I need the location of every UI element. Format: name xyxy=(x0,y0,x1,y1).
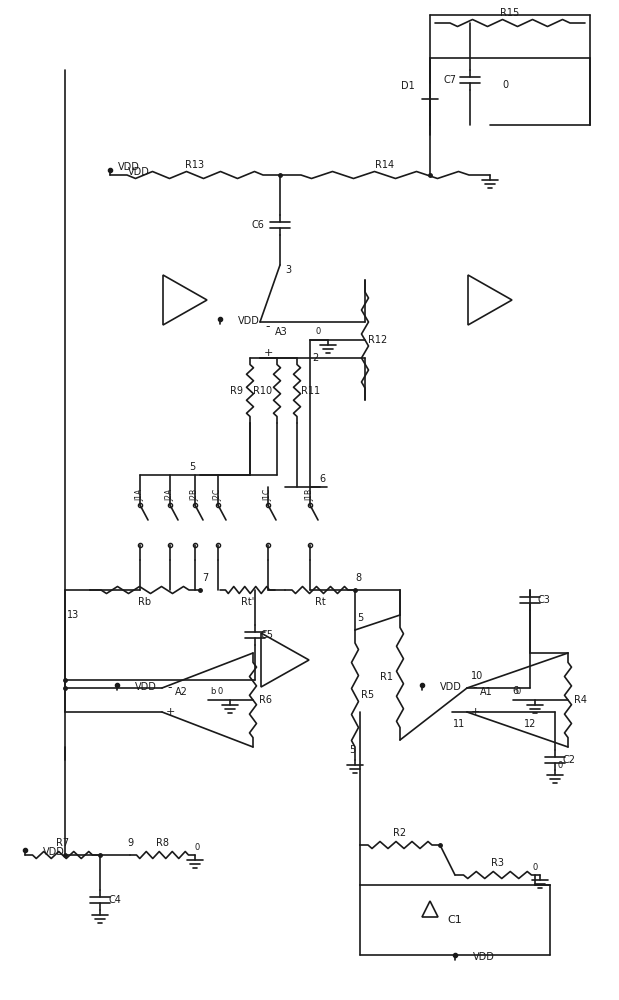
Text: D1: D1 xyxy=(401,81,415,91)
Text: 0: 0 xyxy=(315,326,321,336)
Text: b: b xyxy=(210,686,215,696)
Text: VDD: VDD xyxy=(43,847,65,857)
Text: 7: 7 xyxy=(202,573,208,583)
Text: C7: C7 xyxy=(443,75,456,85)
Text: C4: C4 xyxy=(108,895,121,905)
Text: 6: 6 xyxy=(319,474,325,484)
Text: Rt': Rt' xyxy=(241,597,254,607)
Text: VDD: VDD xyxy=(118,162,140,172)
Text: 0: 0 xyxy=(217,686,223,696)
Text: R6: R6 xyxy=(259,695,272,705)
Text: +: + xyxy=(165,707,175,717)
Text: Rb: Rb xyxy=(139,597,152,607)
Text: J2A: J2A xyxy=(165,489,175,501)
Text: R9: R9 xyxy=(230,385,243,395)
Text: 12: 12 xyxy=(524,719,536,729)
Text: 0: 0 xyxy=(557,760,563,770)
Text: R10: R10 xyxy=(253,385,272,395)
Text: 0: 0 xyxy=(502,80,508,90)
Text: 8: 8 xyxy=(355,573,361,583)
Text: 0: 0 xyxy=(532,862,538,871)
Text: 2: 2 xyxy=(312,353,318,363)
Text: -: - xyxy=(266,320,271,334)
Text: R1: R1 xyxy=(381,672,394,682)
Text: R5: R5 xyxy=(361,690,374,700)
Text: C5: C5 xyxy=(261,630,274,640)
Text: R13: R13 xyxy=(186,160,204,170)
Text: 5: 5 xyxy=(189,462,195,472)
Text: A3: A3 xyxy=(275,327,287,337)
Text: Rt: Rt xyxy=(314,597,326,607)
Text: C3: C3 xyxy=(537,595,550,605)
Text: 0: 0 xyxy=(516,686,521,696)
Text: 6: 6 xyxy=(512,686,518,696)
Text: VDD: VDD xyxy=(238,316,260,326)
Text: R3: R3 xyxy=(491,858,504,868)
Text: -: - xyxy=(168,682,172,694)
Text: C1: C1 xyxy=(448,915,462,925)
Text: C2: C2 xyxy=(563,755,576,765)
Text: R2: R2 xyxy=(394,828,407,838)
Text: J2B: J2B xyxy=(191,489,199,501)
Text: 0: 0 xyxy=(194,842,199,852)
Text: VDD: VDD xyxy=(440,682,462,692)
Text: 10: 10 xyxy=(471,671,483,681)
Text: R4: R4 xyxy=(574,695,587,705)
Text: R11: R11 xyxy=(301,385,321,395)
Text: A1: A1 xyxy=(480,687,492,697)
Text: J2C: J2C xyxy=(214,489,222,501)
Text: J1B: J1B xyxy=(306,489,314,501)
Text: +: + xyxy=(263,348,273,358)
Text: 5: 5 xyxy=(357,613,363,623)
Text: -: - xyxy=(473,682,477,694)
Text: VDD: VDD xyxy=(128,167,150,177)
Text: J1A: J1A xyxy=(136,489,144,501)
Text: R12: R12 xyxy=(368,335,387,345)
Text: R8: R8 xyxy=(156,838,169,848)
Text: VDD: VDD xyxy=(473,952,495,962)
Text: 11: 11 xyxy=(453,719,465,729)
Text: 9: 9 xyxy=(127,838,133,848)
Text: C6: C6 xyxy=(251,220,264,230)
Text: R14: R14 xyxy=(376,160,394,170)
Text: J1C: J1C xyxy=(264,489,272,501)
Text: 3: 3 xyxy=(285,265,291,275)
Text: VDD: VDD xyxy=(135,682,157,692)
Text: +: + xyxy=(470,707,480,717)
Text: 5: 5 xyxy=(348,745,355,755)
Text: A2: A2 xyxy=(175,687,188,697)
Text: R15: R15 xyxy=(500,8,519,18)
Text: 13: 13 xyxy=(67,610,79,620)
Text: R7: R7 xyxy=(56,838,69,848)
